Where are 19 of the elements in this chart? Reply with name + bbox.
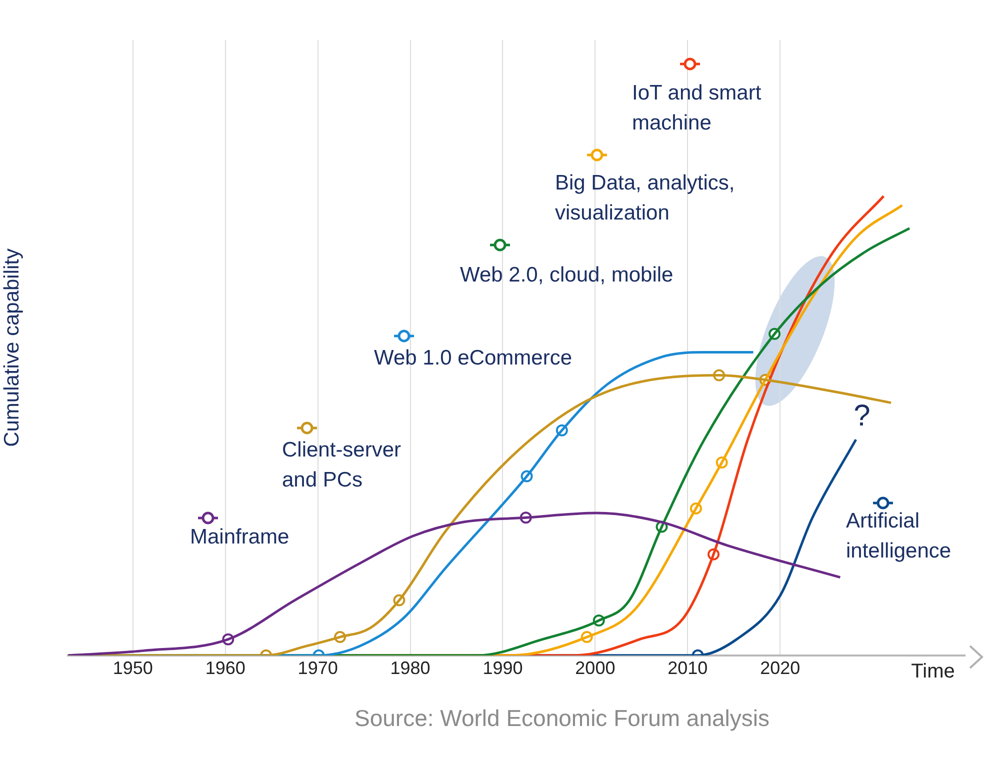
x-tick-label: 1950: [112, 658, 153, 678]
x-tick-label: 2010: [668, 658, 708, 678]
x-tick-label: 1980: [390, 658, 430, 678]
y-axis-title: Cumulative capability: [0, 248, 24, 447]
x-tick-label: 2020: [760, 658, 800, 678]
legend-label: IoT and smart machine: [632, 81, 762, 134]
legend-label: Web 2.0, cloud, mobile: [460, 263, 674, 286]
legend-label: Web 1.0 eCommerce: [374, 346, 572, 370]
x-tick-label: 2000: [575, 658, 616, 678]
annotation: ?: [854, 399, 870, 432]
legend-label: Client-server and PCs: [282, 438, 402, 492]
x-tick-label: 1990: [482, 658, 523, 678]
x-tick-label: 1970: [298, 658, 338, 678]
x-axis-title: Time: [911, 660, 955, 683]
source-note: Source: World Economic Forum analysis: [354, 704, 770, 731]
legend-label: Mainframe: [190, 525, 290, 548]
x-tick-label: 1960: [205, 658, 246, 678]
legend-label: Big Data, analytics, visualization: [555, 171, 735, 224]
legend-label: Artificial intelligence: [846, 509, 952, 562]
